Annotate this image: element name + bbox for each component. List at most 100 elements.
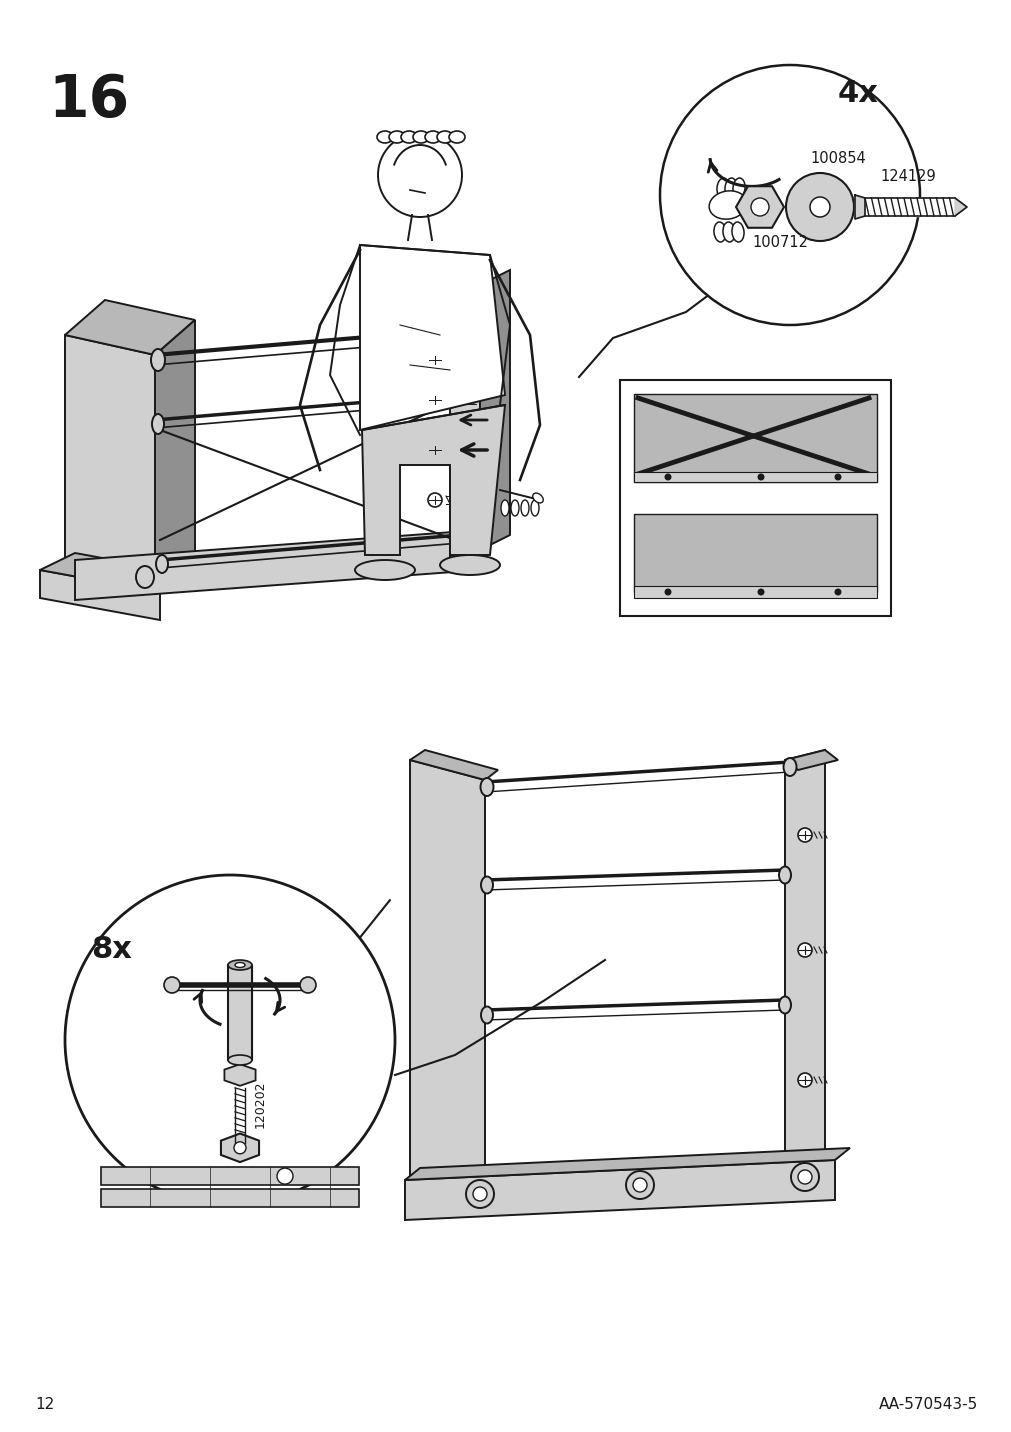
Text: 12: 12	[35, 1398, 55, 1412]
Ellipse shape	[511, 500, 519, 516]
Ellipse shape	[227, 959, 252, 969]
Ellipse shape	[778, 866, 791, 884]
Polygon shape	[227, 965, 252, 1060]
Ellipse shape	[454, 530, 465, 548]
Circle shape	[65, 875, 394, 1204]
Polygon shape	[954, 198, 967, 216]
Ellipse shape	[444, 390, 456, 408]
Polygon shape	[40, 553, 195, 591]
Text: 120202: 120202	[254, 1080, 267, 1127]
Ellipse shape	[713, 222, 725, 242]
Ellipse shape	[724, 178, 736, 198]
Ellipse shape	[151, 349, 165, 371]
Bar	[633, 394, 877, 483]
Ellipse shape	[449, 130, 464, 143]
Bar	[633, 586, 877, 599]
Ellipse shape	[235, 962, 245, 968]
Ellipse shape	[709, 190, 746, 219]
Text: 4x: 4x	[836, 79, 878, 107]
Circle shape	[428, 354, 442, 367]
Circle shape	[757, 474, 763, 481]
Circle shape	[664, 474, 671, 481]
Ellipse shape	[425, 130, 441, 143]
Polygon shape	[65, 335, 155, 590]
Polygon shape	[75, 530, 479, 600]
Ellipse shape	[388, 130, 404, 143]
Polygon shape	[40, 570, 160, 620]
Bar	[633, 473, 877, 483]
Circle shape	[798, 944, 811, 957]
Polygon shape	[360, 245, 504, 430]
Circle shape	[277, 1169, 293, 1184]
Circle shape	[632, 1179, 646, 1191]
Ellipse shape	[152, 414, 164, 434]
Circle shape	[757, 589, 763, 596]
Polygon shape	[362, 405, 504, 556]
Circle shape	[472, 1187, 486, 1201]
Ellipse shape	[437, 130, 453, 143]
Ellipse shape	[480, 778, 493, 796]
Ellipse shape	[521, 500, 529, 516]
Ellipse shape	[135, 566, 154, 589]
Circle shape	[664, 589, 671, 596]
Text: 124129: 124129	[880, 169, 935, 183]
Polygon shape	[224, 1064, 256, 1085]
Ellipse shape	[156, 556, 168, 573]
Ellipse shape	[412, 130, 429, 143]
Ellipse shape	[377, 130, 392, 143]
Circle shape	[809, 198, 829, 218]
Ellipse shape	[227, 1055, 252, 1065]
Ellipse shape	[480, 1007, 492, 1024]
Ellipse shape	[440, 556, 499, 576]
Circle shape	[798, 1170, 811, 1184]
Polygon shape	[854, 195, 864, 219]
Circle shape	[428, 392, 442, 407]
Ellipse shape	[778, 997, 791, 1014]
Circle shape	[234, 1141, 246, 1154]
Bar	[620, 379, 890, 616]
Circle shape	[378, 133, 462, 218]
Polygon shape	[409, 750, 497, 780]
Circle shape	[299, 977, 315, 992]
Bar	[101, 1167, 358, 1186]
Polygon shape	[785, 750, 824, 1170]
Ellipse shape	[532, 493, 543, 503]
Text: 100712: 100712	[751, 235, 807, 251]
Polygon shape	[404, 1148, 849, 1180]
Circle shape	[626, 1171, 653, 1199]
Ellipse shape	[500, 500, 509, 516]
Ellipse shape	[355, 560, 415, 580]
Bar	[633, 514, 877, 591]
Polygon shape	[735, 186, 784, 228]
Bar	[101, 1189, 358, 1207]
Polygon shape	[785, 750, 837, 770]
Circle shape	[164, 977, 180, 992]
Circle shape	[834, 589, 841, 596]
Polygon shape	[155, 319, 195, 590]
Ellipse shape	[443, 325, 457, 345]
Polygon shape	[409, 760, 484, 1200]
Text: 8x: 8x	[91, 935, 131, 964]
Ellipse shape	[480, 876, 492, 894]
Polygon shape	[235, 1088, 245, 1143]
Polygon shape	[404, 1160, 834, 1220]
Circle shape	[428, 493, 442, 507]
Circle shape	[750, 198, 768, 216]
Circle shape	[791, 1163, 818, 1191]
Polygon shape	[864, 198, 954, 216]
Ellipse shape	[732, 178, 744, 198]
Ellipse shape	[722, 222, 734, 242]
Ellipse shape	[400, 130, 417, 143]
Circle shape	[798, 828, 811, 842]
Circle shape	[786, 173, 853, 241]
Polygon shape	[65, 299, 195, 355]
Ellipse shape	[783, 758, 796, 776]
Ellipse shape	[731, 222, 743, 242]
Circle shape	[659, 64, 919, 325]
Text: 100854: 100854	[809, 150, 864, 166]
Circle shape	[465, 1180, 493, 1209]
Ellipse shape	[465, 538, 483, 561]
Polygon shape	[450, 285, 479, 560]
Text: 16: 16	[48, 72, 129, 129]
Polygon shape	[220, 1134, 259, 1163]
